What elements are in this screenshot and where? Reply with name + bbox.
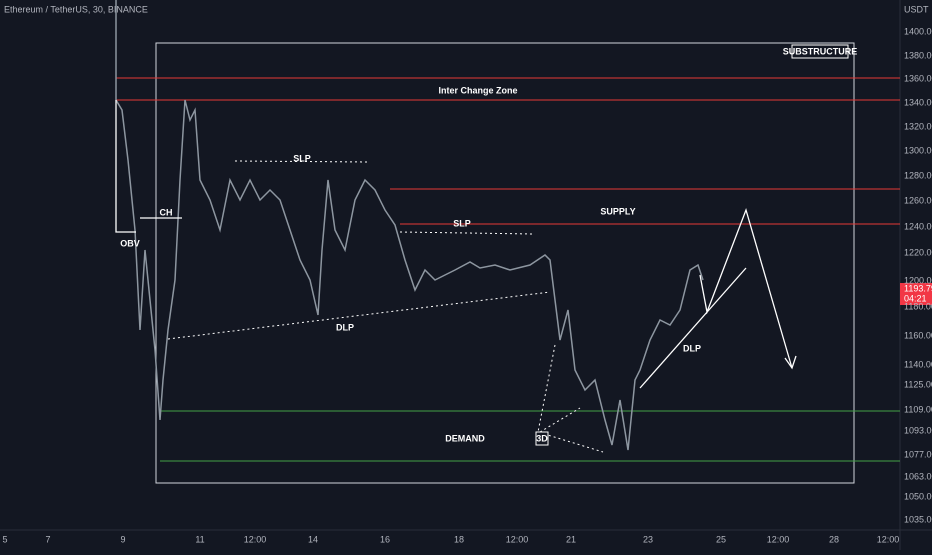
price-badge-price: 1193.79 — [904, 283, 932, 293]
time-tick-label: 28 — [829, 534, 839, 544]
annotation: DEMAND — [445, 433, 485, 443]
price-badge — [900, 283, 932, 305]
price-tick-label: 1077.00 — [904, 449, 932, 459]
annotation: 3D — [536, 433, 548, 443]
annotation: SLP — [453, 218, 471, 228]
label-box — [535, 431, 549, 446]
dotted-lines — [167, 160, 604, 453]
annotation: DLP — [683, 343, 701, 353]
price-tick-label: 1140.00 — [904, 359, 932, 369]
annotation: SLP — [293, 153, 311, 163]
annotation: Inter Change Zone — [438, 85, 517, 95]
projection — [115, 100, 797, 389]
time-tick-label: 12:00 — [767, 534, 790, 544]
time-tick-label: 12:00 — [244, 534, 267, 544]
price-tick-label: 1320.00 — [904, 121, 932, 131]
annotation: SUPPLY — [600, 206, 635, 216]
annotation: SUBSTRUCTURE — [783, 46, 858, 56]
time-tick-label: 21 — [566, 534, 576, 544]
time-tick-label: 7 — [45, 534, 50, 544]
price-tick-label: 1180.00 — [904, 301, 932, 311]
time-tick-label: 18 — [454, 534, 464, 544]
time-tick-label: 25 — [716, 534, 726, 544]
price-tick-label: 1240.00 — [904, 221, 932, 231]
price-tick-label: 1400.00 — [904, 26, 932, 36]
price-tick-label: 1035.00 — [904, 514, 932, 524]
price-tick-label: 1340.00 — [904, 97, 932, 107]
price-badge-countdown: 04:21 — [904, 293, 927, 303]
price-tick-label: 1109.00 — [904, 404, 932, 414]
price-tick-label: 1380.00 — [904, 50, 932, 60]
time-tick-label: 5 — [2, 534, 7, 544]
time-tick-label: 12:00 — [506, 534, 529, 544]
price-tick-label: 1300.00 — [904, 145, 932, 155]
annotation: OBV — [120, 238, 140, 248]
price-tick-label: 1050.00 — [904, 491, 932, 501]
chart-title: Ethereum / TetherUS, 30, BINANCE — [4, 4, 148, 14]
price-tick-label: 1280.00 — [904, 170, 932, 180]
time-tick-label: 23 — [643, 534, 653, 544]
price-tick-label: 1220.00 — [904, 247, 932, 257]
time-tick-label: 12:00 — [877, 534, 900, 544]
price-tick-label: 1200.00 — [904, 275, 932, 285]
price-tick-label: 1160.00 — [904, 330, 932, 340]
time-tick-label: 11 — [195, 534, 204, 544]
price-tick-label: 1260.00 — [904, 195, 932, 205]
price-tick-label: 1125.00 — [904, 379, 932, 389]
price-tick-label: 1063.00 — [904, 471, 932, 481]
time-tick-label: 9 — [120, 534, 125, 544]
structure-box — [155, 42, 855, 484]
time-tick-label: 14 — [308, 534, 318, 544]
price-tick-label: 1360.00 — [904, 73, 932, 83]
price-tick-label: 1093.00 — [904, 425, 932, 435]
label-box — [791, 44, 849, 59]
annotation: DLP — [336, 322, 354, 332]
annotation: CH — [160, 207, 173, 217]
price-path — [115, 0, 704, 451]
price-axis-unit: USDT — [904, 4, 929, 14]
time-tick-label: 16 — [380, 534, 390, 544]
